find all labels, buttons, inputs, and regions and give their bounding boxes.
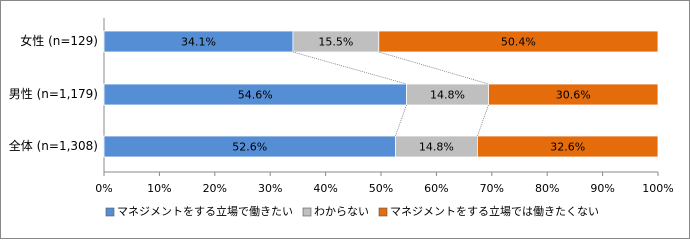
x-tick-label: 80% <box>535 182 559 195</box>
category-label: 男性 (n=1,179) <box>9 87 98 101</box>
bar-segment <box>378 30 659 53</box>
value-label: 50.4% <box>501 36 536 49</box>
series-line <box>395 104 407 137</box>
value-label: 54.6% <box>238 89 273 102</box>
legend-swatch <box>302 207 312 217</box>
x-tick-label: 70% <box>480 182 504 195</box>
x-tick-label: 90% <box>590 182 614 195</box>
category-label: 全体 (n=1,308) <box>9 138 98 153</box>
value-label: 34.1% <box>181 36 216 49</box>
x-tick-label: 10% <box>147 182 171 195</box>
legend-label: マネジメントをする立場では働きたくない <box>390 204 599 218</box>
series-line <box>477 104 489 137</box>
x-tick-label: 100% <box>642 182 673 195</box>
series-line <box>292 51 407 85</box>
x-tick-label: 40% <box>313 182 337 195</box>
x-tick-label: 0% <box>95 182 112 195</box>
value-label: 15.5% <box>318 36 353 49</box>
legend-label: わからない <box>314 205 369 218</box>
value-label: 32.6% <box>550 141 585 154</box>
x-tick-label: 60% <box>424 182 448 195</box>
legend-swatch <box>105 207 115 217</box>
value-label: 14.8% <box>419 141 454 154</box>
legend-label: マネジメントをする立場で働きたい <box>117 204 293 218</box>
legend-swatch <box>378 207 388 217</box>
value-label: 52.6% <box>232 141 267 154</box>
x-tick-label: 50% <box>369 182 393 195</box>
category-label: 女性 (n=129) <box>20 33 98 48</box>
x-tick-label: 30% <box>258 182 282 195</box>
bar-segment <box>476 135 659 158</box>
x-tick-label: 20% <box>203 182 227 195</box>
bar-segment <box>488 83 659 106</box>
value-label: 14.8% <box>430 89 465 102</box>
value-label: 30.6% <box>556 89 591 102</box>
